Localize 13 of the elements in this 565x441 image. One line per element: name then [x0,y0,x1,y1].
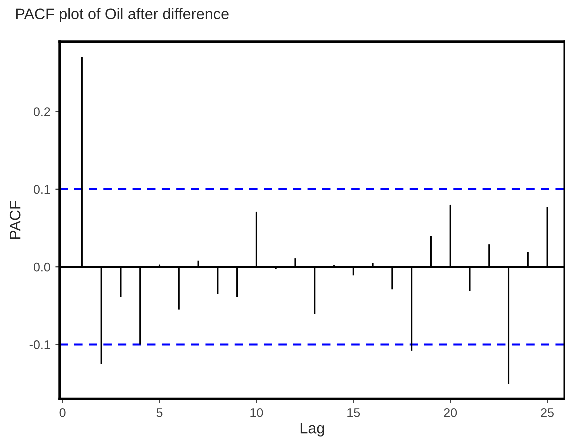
y-tick-label: 0.2 [34,108,50,116]
x-tick-label: 15 [348,408,360,418]
y-tick-label: 0.0 [34,262,50,272]
x-tick-label: 25 [541,408,554,418]
x-tick-label: 10 [250,408,264,418]
x-tick-label: 0 [60,408,66,418]
y-tick-label: -0.1 [30,340,50,350]
x-axis-title: Lag [300,423,324,437]
chart-title: PACF plot of Oil after difference [16,8,229,23]
x-tick-label: 5 [156,408,163,418]
y-axis-title: PACF [10,201,21,240]
y-tick-label: 0.1 [34,185,50,194]
x-tick-label: 20 [444,408,458,418]
